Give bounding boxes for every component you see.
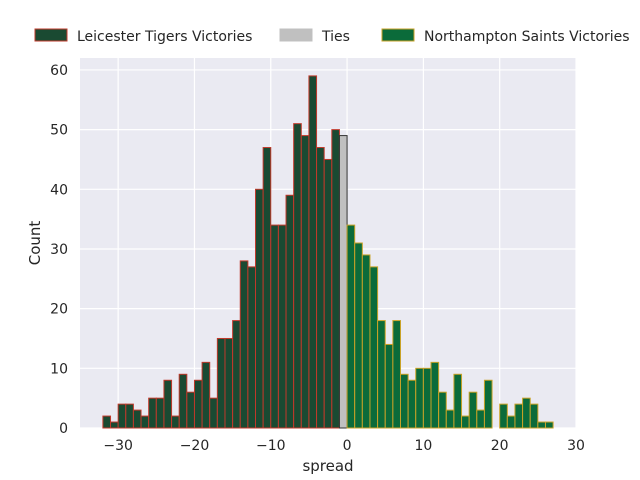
histogram-bar — [331, 129, 340, 429]
histogram-bar — [308, 75, 318, 429]
legend-label: Leicester Tigers Victories — [77, 29, 252, 45]
x-tick-label: −30 — [103, 438, 133, 454]
histogram-bar — [148, 397, 157, 429]
histogram-bar — [483, 379, 493, 429]
histogram-bar — [361, 254, 371, 429]
histogram-bar — [232, 320, 241, 429]
histogram-bar — [422, 367, 432, 429]
legend: Leicester Tigers Victories Ties Northampto… — [34, 28, 630, 45]
histogram-bar — [369, 266, 379, 429]
histogram-bar — [529, 403, 539, 429]
histogram-bar — [277, 224, 287, 429]
histogram-bar — [117, 403, 127, 429]
histogram-bar — [201, 361, 211, 429]
y-tick-label: 20 — [50, 302, 68, 318]
y-axis-label: Count — [26, 221, 44, 266]
y-tick-label: 40 — [50, 182, 68, 198]
histogram-bar — [102, 415, 112, 429]
histogram-bar — [300, 135, 310, 429]
x-tick-label: −20 — [180, 438, 210, 454]
histogram-bars — [102, 75, 554, 429]
histogram-bar — [415, 367, 424, 429]
legend-label: Ties — [321, 29, 350, 45]
histogram-bar — [392, 320, 401, 429]
histogram-bar — [193, 379, 203, 429]
x-tick-label: 30 — [567, 438, 585, 454]
histogram-bar — [216, 337, 226, 429]
legend-label: Northampton Saints Victories — [424, 29, 630, 45]
histogram-bar — [140, 415, 150, 429]
histogram-bar — [354, 242, 363, 429]
histogram-bar — [445, 409, 455, 429]
histogram-bar — [338, 135, 348, 429]
histogram-bar — [438, 391, 447, 429]
legend-swatch — [381, 28, 415, 42]
y-tick-label: 0 — [59, 421, 68, 437]
histogram-bar — [384, 343, 394, 429]
histogram-bar — [544, 421, 554, 429]
histogram-bar — [468, 391, 478, 429]
histogram-bar — [407, 379, 417, 429]
histogram-bar — [506, 415, 516, 429]
histogram-bar — [255, 188, 264, 429]
x-axis-label: spread — [302, 457, 353, 475]
x-axis-ticks: −30 −20 −10 0 10 20 30 — [103, 438, 585, 454]
histogram-bar — [155, 397, 165, 429]
histogram-bar — [476, 409, 485, 429]
x-tick-label: 10 — [414, 438, 432, 454]
histogram-bar — [186, 391, 195, 429]
histogram-bar — [262, 147, 272, 429]
histogram-bar — [399, 373, 409, 429]
histogram-bar — [110, 421, 119, 429]
histogram-bar — [293, 123, 302, 429]
histogram-bar — [316, 147, 325, 429]
y-tick-label: 50 — [50, 123, 68, 139]
histogram-bar — [247, 266, 257, 429]
histogram-bar — [209, 397, 218, 429]
x-tick-label: −10 — [256, 438, 286, 454]
histogram-bar — [270, 224, 279, 429]
histogram-bar — [377, 320, 386, 429]
histogram-bar — [132, 409, 142, 429]
histogram-bar — [514, 403, 524, 429]
x-tick-label: 0 — [343, 438, 352, 454]
histogram-bar — [125, 403, 134, 429]
y-tick-label: 30 — [50, 242, 68, 258]
histogram-bar — [522, 397, 531, 429]
legend-swatch — [34, 28, 68, 42]
histogram-bar — [224, 337, 234, 429]
x-tick-label: 20 — [491, 438, 509, 454]
histogram-bar — [239, 260, 249, 429]
y-tick-label: 60 — [50, 63, 68, 79]
y-axis-ticks: 0 10 20 30 40 50 60 — [50, 63, 68, 437]
y-tick-label: 10 — [50, 361, 68, 377]
histogram-bar — [499, 403, 508, 429]
histogram-bar — [537, 421, 546, 429]
histogram-bar — [323, 158, 333, 429]
histogram-bar — [163, 379, 173, 429]
histogram-bar — [346, 224, 356, 429]
histogram-bar — [171, 415, 180, 429]
legend-swatch — [279, 28, 313, 42]
histogram-bar — [285, 194, 295, 429]
histogram-bar — [178, 373, 188, 429]
histogram-bar — [461, 415, 470, 429]
histogram-bar — [430, 361, 440, 429]
histogram-bar — [453, 373, 463, 429]
